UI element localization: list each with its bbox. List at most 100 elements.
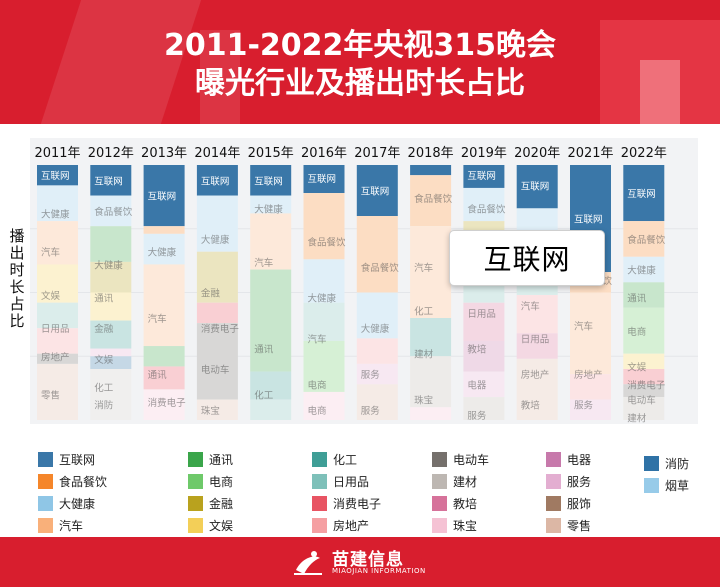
legend-label: 化工 [333, 452, 358, 467]
x-tick-label: 2016年 [301, 146, 347, 161]
bar-inside-label: 汽车 [521, 300, 540, 312]
bar-segment-大健康 [463, 187, 505, 222]
legend-label: 服务 [567, 474, 592, 489]
legend-swatch [312, 451, 327, 467]
x-tick-label: 2021年 [567, 146, 613, 161]
bar-inside-label: 珠宝 [414, 395, 433, 407]
bar-inside-label: 食品餐饮 [94, 206, 133, 218]
bar-inside-label: 电动车 [201, 364, 230, 376]
bar-inside-label: 互联网 [467, 171, 496, 182]
bar-inside-label: 消费电子 [201, 323, 240, 335]
legend-label: 电动车 [453, 452, 490, 467]
bar-inside-label: 服务 [467, 410, 487, 422]
bar-segment-电器 [463, 340, 505, 372]
bar-segment-互联网 [250, 165, 292, 196]
bar-segment-汽车 [410, 226, 452, 318]
legend-swatch [38, 451, 53, 467]
bar-inside-label: 互联网 [201, 176, 230, 187]
bar-inside-label: 日用品 [521, 334, 550, 345]
title-line-1: 2011-2022年央视315晚会 [163, 28, 557, 63]
brand-mark-icon [294, 551, 322, 575]
brand-name: 苗建信息 [332, 550, 404, 570]
bar-segment-日用品 [303, 302, 345, 341]
header-banner: 2011-2022年央视315晚会 曝光行业及播出时长占比 [0, 0, 720, 124]
bar-segment-化工 [410, 318, 452, 357]
bar-inside-label: 互联网 [627, 189, 656, 200]
bar-segment-服务 [356, 363, 398, 385]
bar-segment-互联网 [37, 165, 78, 186]
legend-item: 化工 [312, 451, 357, 467]
bar-segment-文娱 [623, 353, 665, 369]
bar-inside-label: 大健康 [148, 247, 177, 259]
bar-inside-label: 大健康 [94, 259, 123, 271]
legend-swatch [312, 473, 327, 489]
bar-segment-教培 [516, 333, 558, 359]
bar-inside-label: 互联网 [361, 187, 390, 198]
legend-item: 房地产 [312, 517, 369, 533]
bar-inside-label: 珠宝 [201, 405, 220, 417]
bar-segment-大健康 [356, 292, 398, 339]
x-tick-label: 2011年 [34, 146, 80, 161]
legend-item: 食品餐饮 [38, 473, 107, 489]
bar-segment-汽车 [143, 264, 185, 347]
bar-segment-房地产 [516, 295, 558, 334]
bar-inside-label: 化工 [414, 305, 434, 317]
legend-swatch [644, 455, 659, 471]
x-tick-label: 2013年 [141, 146, 187, 161]
bar-inside-label: 汽车 [41, 247, 60, 259]
bar-segment-建材 [410, 356, 452, 408]
legend-item: 烟草 [644, 477, 689, 493]
bar-segment-互联网 [623, 165, 665, 222]
bar-segment-通讯 [250, 269, 292, 372]
legend-swatch [312, 517, 327, 533]
bar-inside-label: 日用品 [41, 324, 70, 335]
bar-segment-零售 [37, 363, 78, 420]
bar-inside-label: 教培 [521, 400, 541, 412]
bar-segment-电动车 [196, 323, 238, 400]
title-line-2: 曝光行业及播出时长占比 [195, 66, 525, 101]
x-tick-label: 2014年 [194, 146, 240, 161]
bar-inside-label: 日用品 [467, 309, 496, 320]
legend-label: 大健康 [59, 496, 96, 511]
bar-inside-label: 消防 [94, 400, 114, 412]
bar-segment-食品餐饮 [143, 226, 185, 234]
bar-inside-label: 汽车 [308, 333, 327, 345]
legend-item: 零售 [546, 517, 591, 533]
bar-inside-label: 房地产 [41, 351, 70, 363]
legend-item: 通讯 [188, 451, 233, 467]
legend-label: 消费电子 [333, 496, 382, 511]
page-title: 2011-2022年央视315晚会 曝光行业及播出时长占比 [0, 27, 720, 103]
bar-inside-label: 金融 [201, 288, 221, 300]
bar-segment-通讯 [143, 346, 185, 367]
bar-segment-零售 [196, 399, 238, 420]
bar-inside-label: 电器 [467, 379, 487, 391]
legend-label: 文娱 [209, 518, 234, 533]
legend-label: 烟草 [665, 478, 690, 493]
bar-segment-房地产 [570, 374, 611, 400]
bar-segment-互联网 [516, 165, 558, 209]
legend-item: 电商 [188, 473, 233, 489]
bar-inside-label: 互联网 [148, 192, 177, 203]
bar-segment-电动车 [37, 353, 78, 364]
legend-swatch [38, 517, 53, 533]
bar-inside-label: 汽车 [254, 257, 273, 269]
legend-item: 大健康 [38, 495, 95, 511]
legend-swatch [432, 473, 447, 489]
legend-item: 教培 [432, 495, 477, 511]
banner-decoration [200, 30, 240, 124]
bar-inside-label: 电商 [308, 405, 327, 417]
legend-label: 消防 [665, 456, 690, 471]
bar-segment-珠宝 [143, 389, 185, 420]
legend-item: 电动车 [432, 451, 489, 467]
banner-decoration [640, 60, 680, 124]
bar-inside-label: 通讯 [627, 294, 647, 305]
bar-segment-建材 [623, 397, 665, 420]
bar-segment-互联网 [90, 165, 132, 196]
legend-item: 文娱 [188, 517, 233, 533]
bar-inside-label: 文娱 [627, 361, 647, 373]
bar-segment-大健康 [303, 259, 345, 303]
bar-segment-互联网 [143, 165, 185, 227]
bar-inside-label: 服务 [361, 369, 381, 381]
bar-segment-文娱 [90, 292, 132, 321]
x-tick-label: 2015年 [248, 146, 294, 161]
